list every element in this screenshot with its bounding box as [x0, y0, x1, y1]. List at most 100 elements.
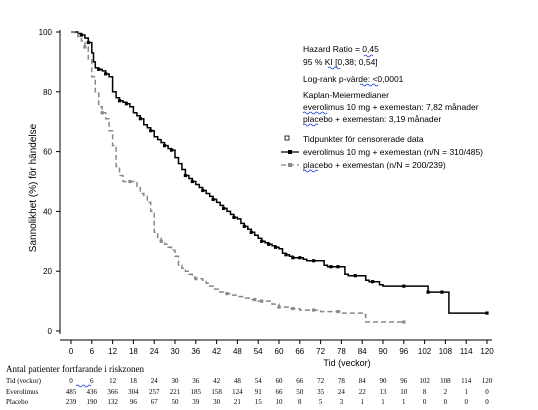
- risk-cell: 8: [298, 398, 302, 406]
- risk-cell: 0: [485, 388, 489, 396]
- risk-cell: 132: [107, 398, 118, 406]
- censor-marker-placebo: [312, 308, 316, 312]
- risk-cell: 15: [255, 398, 263, 406]
- logrank-text: Log-rank p-värde: <0,0001: [303, 74, 404, 84]
- censor-marker-everolimus: [138, 117, 142, 121]
- ci-text: 95 % KI [0,38; 0,54]: [303, 57, 378, 67]
- risk-cell: 21: [234, 398, 242, 406]
- x-tick-label: 120: [480, 347, 494, 356]
- censor-marker-everolimus: [426, 290, 430, 294]
- risk-row-label: Placebo: [6, 398, 29, 406]
- risk-row-label: Tid (veckor): [6, 377, 42, 385]
- censor-marker-everolimus: [242, 224, 246, 228]
- censor-marker-everolimus: [353, 274, 357, 278]
- censor-marker-everolimus: [97, 67, 101, 71]
- x-tick-label: 84: [358, 347, 367, 356]
- risk-row-label: Everolimus: [6, 388, 39, 396]
- risk-cell: 436: [87, 388, 98, 396]
- legend-placebo-marker: [288, 163, 292, 167]
- spellcheck-underline: [75, 384, 92, 388]
- risk-cell: 96: [130, 398, 138, 406]
- x-tick-label: 54: [254, 347, 263, 356]
- risk-cell: 50: [296, 388, 304, 396]
- legend-censor-label: Tidpunkter för censorerade data: [303, 134, 424, 144]
- censor-marker-everolimus: [371, 280, 375, 284]
- x-tick-label: 108: [439, 347, 453, 356]
- censor-marker-everolimus: [329, 265, 333, 269]
- censor-marker-placebo: [159, 239, 163, 243]
- spellcheck-underline: [302, 111, 328, 115]
- y-tick-label: 80: [43, 88, 52, 97]
- x-tick-label: 42: [212, 347, 221, 356]
- risk-cell: 0: [69, 377, 73, 385]
- spellcheck-underline: [359, 83, 379, 87]
- censor-marker-everolimus: [485, 311, 489, 315]
- risk-cell: 36: [192, 377, 200, 385]
- risk-cell: 66: [296, 377, 304, 385]
- x-tick-label: 24: [150, 347, 159, 356]
- risk-cell: 12: [109, 377, 117, 385]
- censor-marker-placebo: [277, 305, 281, 309]
- legend: Tidpunkter för censorerade data everolim…: [281, 134, 483, 173]
- risk-cell: 90: [380, 377, 388, 385]
- risk-cell: 30: [213, 398, 221, 406]
- censor-marker-everolimus: [232, 215, 236, 219]
- risk-cell: 0: [485, 398, 489, 406]
- censor-marker-everolimus: [402, 284, 406, 288]
- censor-marker-placebo: [100, 111, 104, 115]
- censor-marker-everolimus: [221, 206, 226, 211]
- censor-marker-everolimus: [260, 239, 264, 243]
- censor-marker-everolimus: [440, 290, 444, 294]
- risk-cell: 0: [464, 398, 468, 406]
- x-tick-label: 96: [399, 347, 408, 356]
- x-tick-label: 12: [108, 347, 117, 356]
- x-tick-label: 114: [460, 347, 473, 356]
- risk-cell: 257: [149, 388, 160, 396]
- risk-cell: 39: [192, 398, 200, 406]
- x-tick-label: 48: [233, 347, 242, 356]
- censor-marker-placebo: [225, 292, 229, 296]
- risk-cell: 78: [338, 377, 346, 385]
- risk-table-cells: 0 6 12 18 24 30 36 42 48 54 60 66 72 78 84 90 96 102 108 11…: [66, 377, 493, 406]
- censor-marker-everolimus: [284, 253, 288, 257]
- censor-marker-placebo: [194, 277, 198, 281]
- censor-marker-everolimus: [79, 33, 83, 37]
- x-tick-label: 102: [418, 347, 432, 356]
- censor-marker-placebo: [291, 306, 295, 311]
- x-tick-label: 18: [129, 347, 138, 356]
- censor-marker-everolimus: [267, 242, 271, 246]
- spellcheck-underline: [302, 169, 319, 173]
- x-tick-label: 66: [295, 347, 304, 356]
- risk-cell: 1: [464, 388, 468, 396]
- legend-everolimus-label: everolimus 10 mg + exemestan (n/N = 310/…: [303, 147, 483, 157]
- risk-cell: 96: [400, 377, 408, 385]
- legend-censor-marker: [284, 135, 290, 141]
- risk-cell: 120: [482, 377, 493, 385]
- risk-cell: 6: [90, 377, 94, 385]
- risk-table-title: Antal patienter fortfarande i riskzonen: [6, 364, 144, 374]
- censor-marker-everolimus: [104, 72, 108, 76]
- x-tick-label: 30: [171, 347, 180, 356]
- x-tick-label: 78: [337, 347, 346, 356]
- risk-cell: 485: [66, 388, 77, 396]
- x-tick-label: 60: [275, 347, 284, 356]
- censor-marker-everolimus: [183, 173, 187, 178]
- km-everolimus-text: everolimus 10 mg + exemestan: 7,82 månad…: [303, 102, 479, 112]
- censor-marker-everolimus: [211, 197, 215, 202]
- y-ticks: 0 20 40 60 80 100: [39, 28, 60, 336]
- spellcheck-underline: [302, 123, 319, 127]
- x-tick-label: 90: [379, 347, 388, 356]
- risk-cell: 1: [402, 398, 406, 406]
- censor-marker-placebo: [336, 309, 340, 314]
- y-tick-label: 100: [39, 28, 53, 37]
- risk-cell: 60: [276, 377, 284, 385]
- censor-marker-everolimus: [149, 129, 153, 133]
- risk-cell: 1: [360, 398, 364, 406]
- censor-marker-placebo: [260, 299, 264, 303]
- censor-marker-everolimus: [190, 179, 194, 184]
- risk-cell: 18: [130, 377, 138, 385]
- y-tick-label: 40: [43, 207, 52, 216]
- censor-marker-placebo: [253, 298, 257, 302]
- risk-cell: 24: [151, 377, 159, 385]
